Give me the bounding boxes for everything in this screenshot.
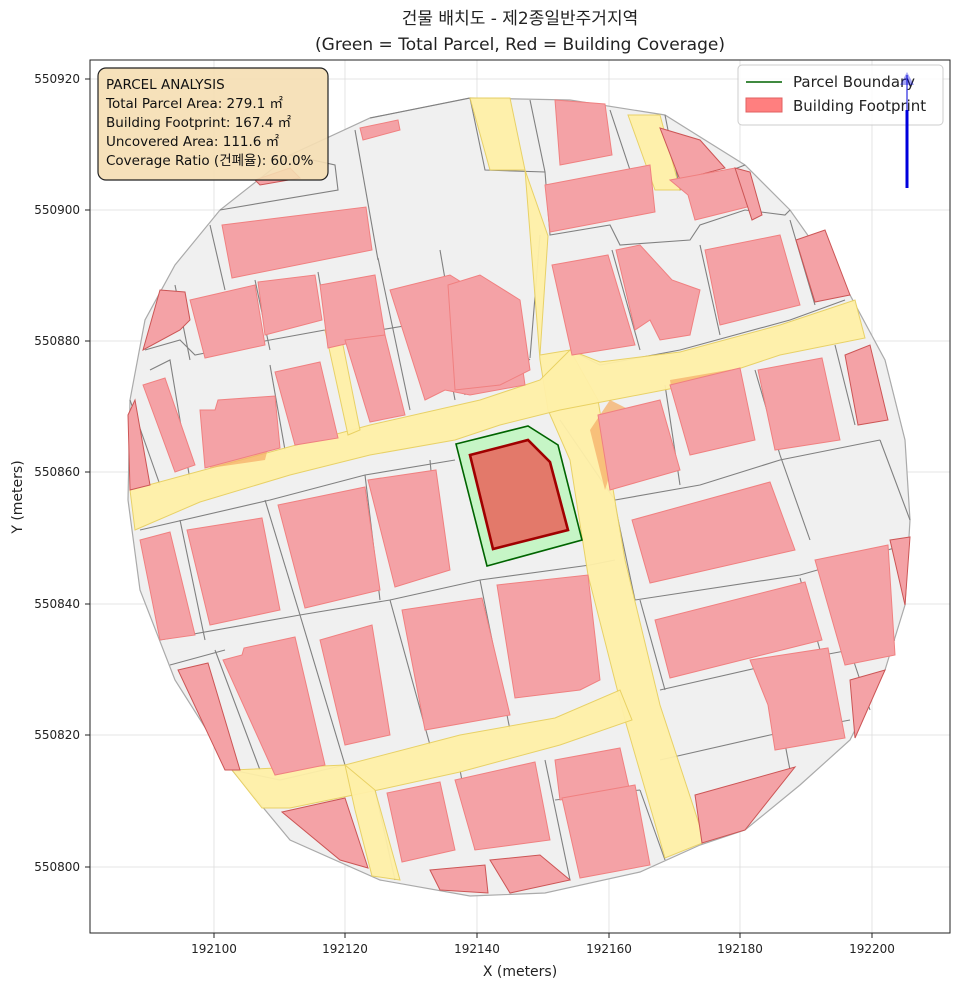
- axes-frame: [89, 59, 951, 934]
- target-building: [468, 438, 570, 551]
- y-tick-label: 550860: [34, 465, 80, 479]
- north-arrow-icon: [900, 72, 914, 188]
- info-coverage: Coverage Ratio (건폐율): 60.0%: [106, 153, 314, 169]
- x-tick-label: 192180: [717, 942, 763, 956]
- building-footprints: [127, 99, 911, 894]
- legend-building-label: Building Footprint: [793, 97, 926, 115]
- road-east-west-upper: [129, 299, 866, 531]
- y-tick-label: 550840: [34, 597, 80, 611]
- info-uncovered: Uncovered Area: 111.6 ㎡: [106, 134, 280, 150]
- y-tick-label: 550800: [34, 860, 80, 874]
- y-tick-label: 550880: [34, 334, 80, 348]
- x-tick-label: 192200: [849, 942, 895, 956]
- x-tick-label: 192160: [586, 942, 632, 956]
- roads: [129, 97, 866, 881]
- road-south-spur: [344, 763, 401, 881]
- y-tick-label: 550900: [34, 203, 80, 217]
- legend-building-swatch: [745, 97, 783, 113]
- x-axis-label: X (meters): [483, 964, 557, 980]
- y-tick-label: 550920: [34, 72, 80, 86]
- road-northeast-spur: [627, 114, 681, 191]
- legend-parcel-label: Parcel Boundary: [793, 73, 915, 91]
- x-tick-label: 192100: [191, 942, 237, 956]
- title-line-2: (Green = Total Parcel, Red = Building Co…: [315, 35, 725, 55]
- info-total-area: Total Parcel Area: 279.1 ㎡: [105, 96, 283, 112]
- info-heading: PARCEL ANALYSIS: [106, 77, 225, 93]
- x-tick-label: 192120: [322, 942, 368, 956]
- parcel-analysis-box: PARCEL ANALYSIS Total Parcel Area: 279.1…: [97, 67, 329, 181]
- road-east-west-lower: [231, 689, 633, 809]
- title-line-1: 건물 배치도 - 제2종일반주거지역: [402, 9, 638, 29]
- y-axis-label: Y (meters): [10, 460, 26, 534]
- x-axis-ticks: [213, 933, 873, 938]
- y-tick-label: 550820: [34, 728, 80, 742]
- info-footprint: Building Footprint: 167.4 ㎡: [106, 115, 292, 131]
- y-axis-ticks: [85, 78, 90, 868]
- legend: Parcel Boundary Building Footprint: [737, 64, 944, 126]
- x-tick-label: 192140: [454, 942, 500, 956]
